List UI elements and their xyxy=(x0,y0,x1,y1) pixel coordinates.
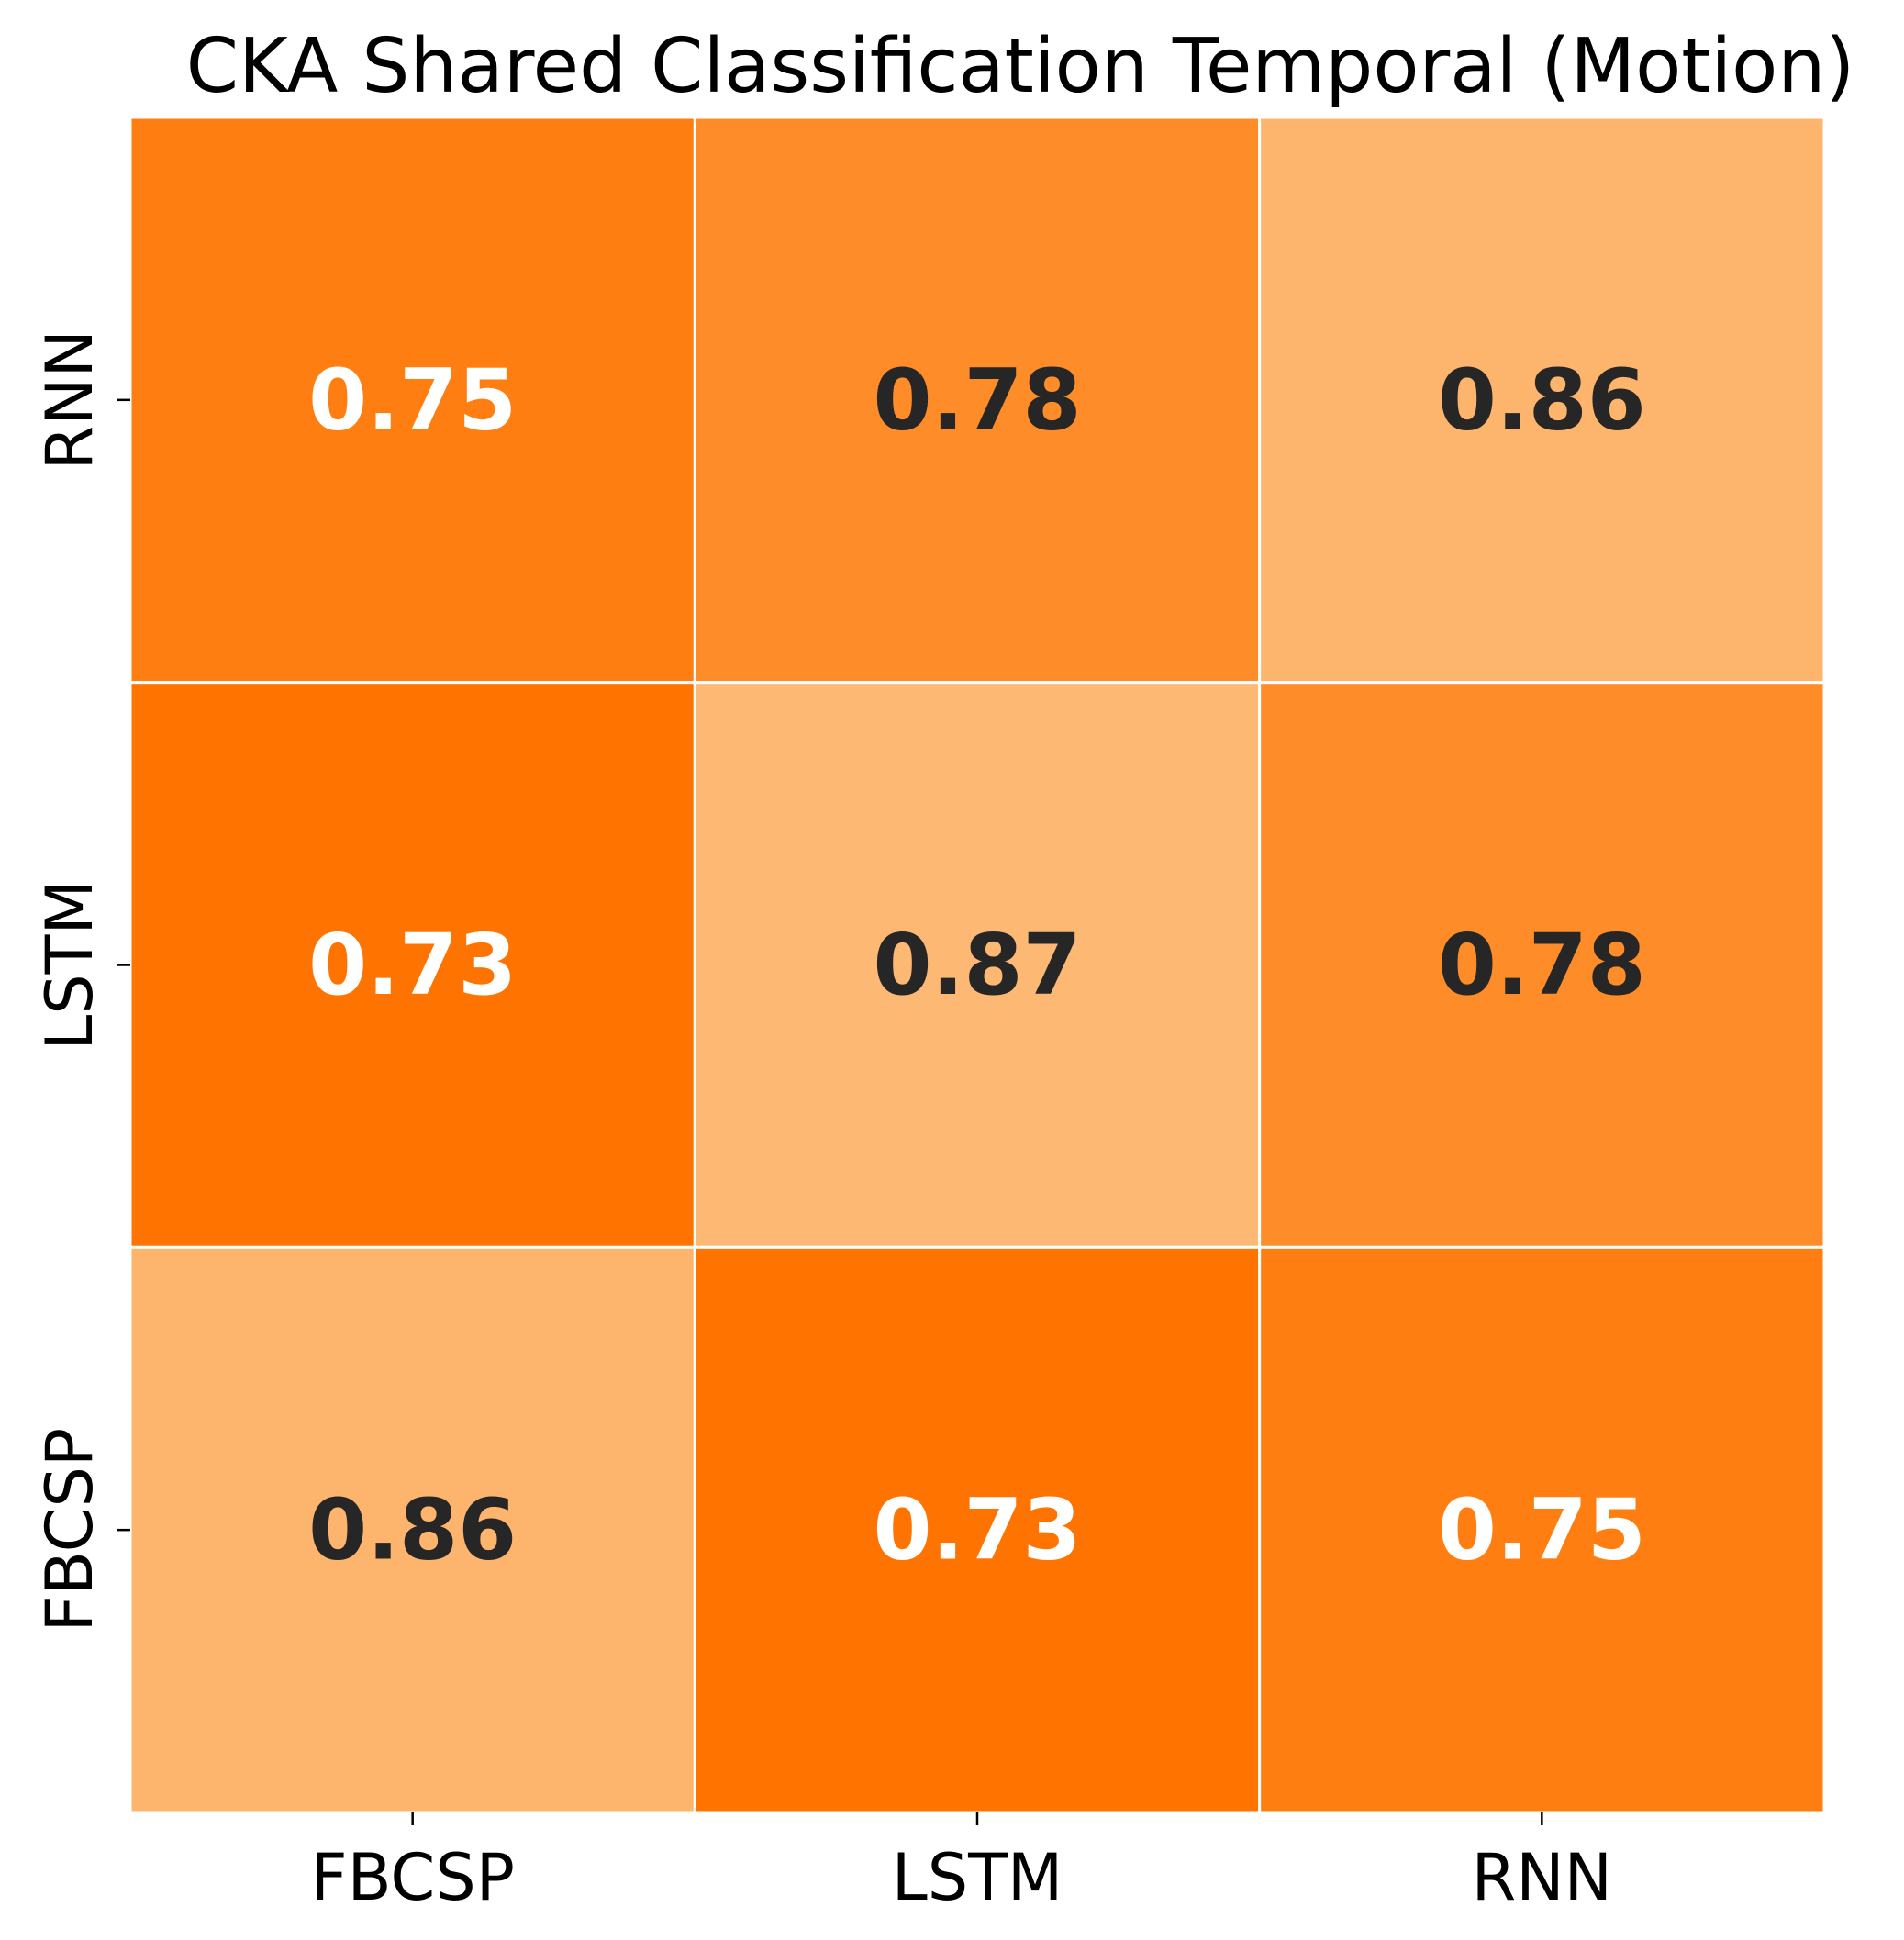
heatmap-cell-rnn-fbcsp xyxy=(128,116,696,685)
x-tick-label: RNN xyxy=(1472,1840,1612,1915)
cell-value-label: 0.87 xyxy=(874,916,1082,1014)
heatmap-cell-fbcsp-fbcsp xyxy=(128,1245,696,1814)
cell-value-label: 0.75 xyxy=(308,351,517,449)
cell-value-label: 0.86 xyxy=(308,1481,517,1579)
cell-value-label: 0.86 xyxy=(1438,351,1646,449)
x-axis: FBCSP LSTM RNN xyxy=(310,1812,1612,1915)
x-tick-label: FBCSP xyxy=(310,1840,515,1915)
y-tick-label: RNN xyxy=(32,329,107,470)
heatmap-cell-labels: 0.75 0.78 0.86 0.73 0.87 0.78 0.86 0.73 0.75 xyxy=(308,351,1646,1578)
cell-value-label: 0.78 xyxy=(874,351,1082,449)
cell-value-label: 0.73 xyxy=(308,916,517,1014)
cell-value-label: 0.75 xyxy=(1438,1481,1646,1579)
heatmap-cell-rnn-rnn xyxy=(1258,116,1826,685)
heatmap-cell-lstm-fbcsp xyxy=(128,681,696,1249)
heatmap-cells xyxy=(128,116,1826,1814)
heatmap-cell-fbcsp-lstm xyxy=(693,1245,1262,1814)
heatmap-cell-rnn-lstm xyxy=(693,116,1262,685)
chart-title: CKA Shared Classification Temporal (Moti… xyxy=(186,23,1855,110)
x-tick-label: LSTM xyxy=(892,1840,1063,1915)
heatmap-cell-lstm-lstm xyxy=(693,681,1262,1249)
heatmap-cell-lstm-rnn xyxy=(1258,681,1826,1249)
cell-value-label: 0.78 xyxy=(1438,916,1646,1014)
cell-value-label: 0.73 xyxy=(874,1481,1082,1579)
y-tick-label: LSTM xyxy=(32,879,107,1051)
y-axis: RNN LSTM FBCSP xyxy=(32,329,130,1632)
y-tick-label: FBCSP xyxy=(32,1428,107,1633)
